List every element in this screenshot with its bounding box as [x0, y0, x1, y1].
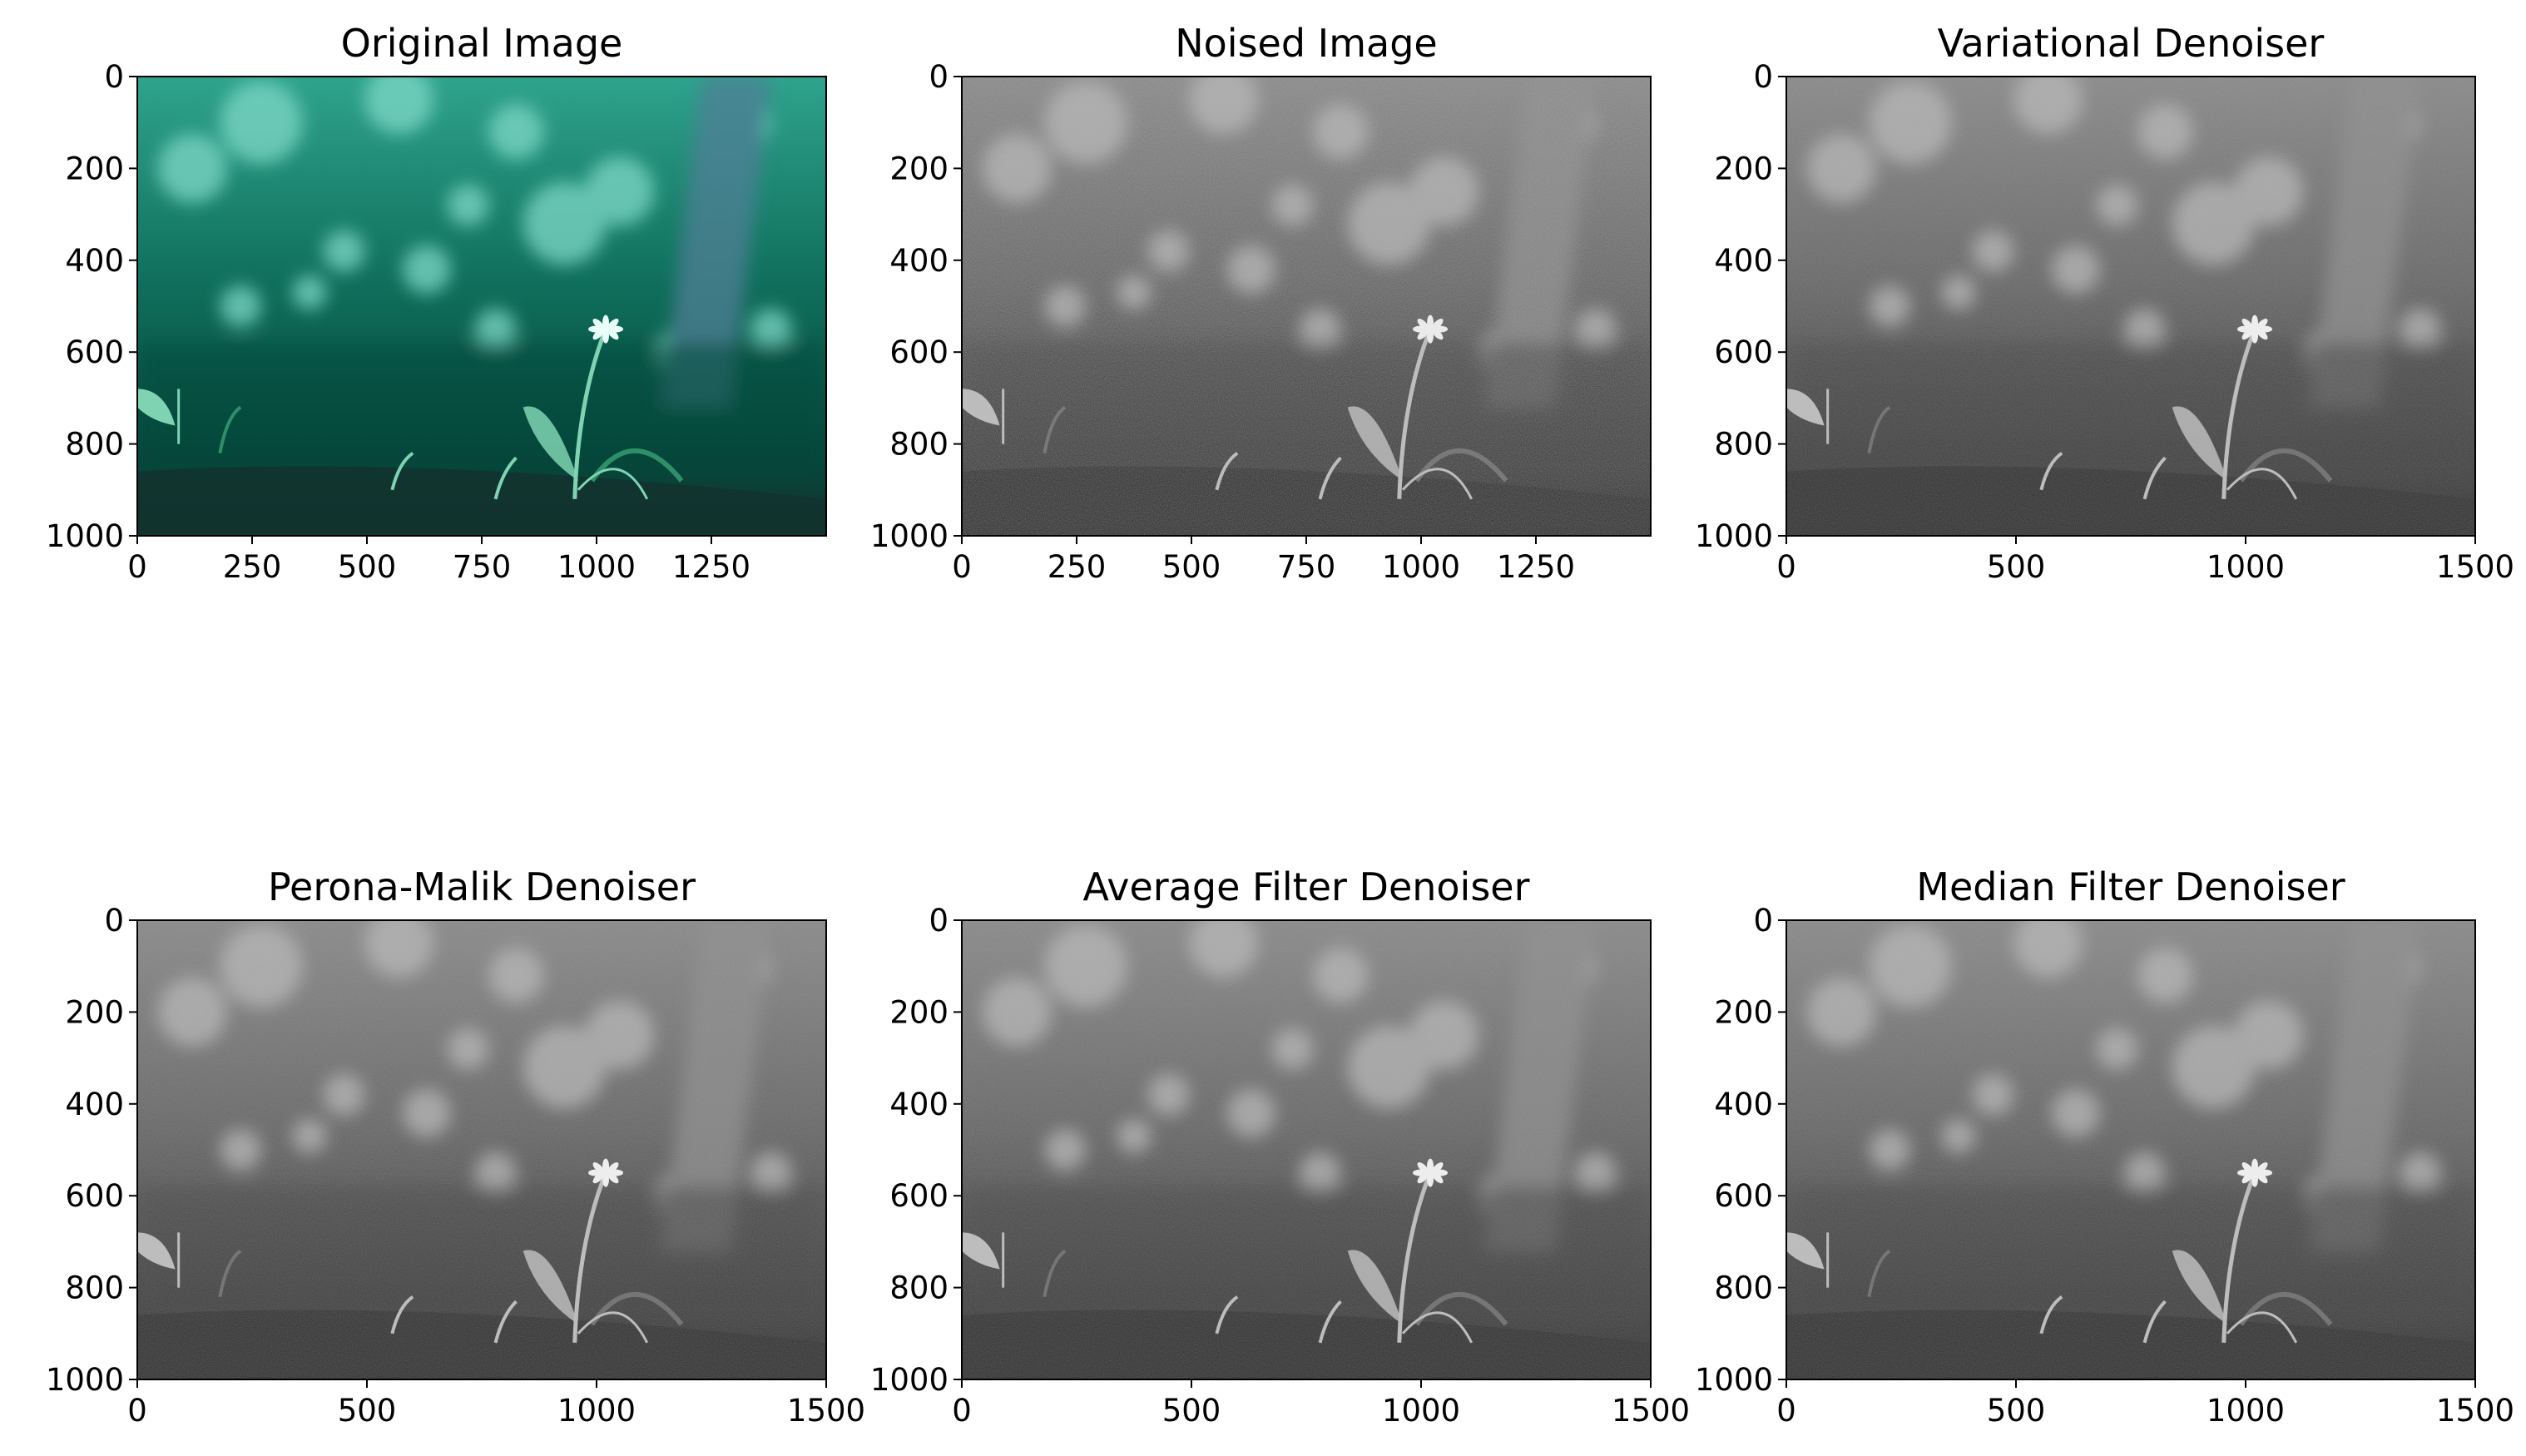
x-tick-label: 1500	[1612, 1393, 1690, 1429]
subplot-4: Perona-Malik Denoiser 0 500 1000 1500 0 200 400…	[46, 864, 865, 1429]
x-tick-label: 1500	[2436, 549, 2514, 585]
y-tick-label: 400	[1714, 1087, 1773, 1122]
image-content	[137, 920, 826, 1379]
y-tick-label: 200	[1714, 994, 1773, 1030]
image-content	[962, 77, 1651, 536]
x-tick-label: 0	[952, 549, 972, 585]
x-tick-label: 1500	[2436, 1393, 2514, 1429]
y-tick-label: 400	[65, 1087, 124, 1122]
axes-frame	[1786, 919, 2476, 1380]
y-tick-label: 400	[65, 243, 124, 279]
x-tick-label: 500	[1987, 549, 2046, 585]
y-tick-label: 0	[1753, 59, 1773, 95]
subplot-title: Variational Denoiser	[1938, 21, 2325, 66]
y-tick-label: 800	[1714, 1270, 1773, 1306]
y-tick-label: 1000	[870, 518, 948, 554]
subplot-title: Original Image	[341, 21, 623, 66]
image-content	[962, 920, 1651, 1379]
y-tick-label: 600	[65, 334, 124, 370]
x-tick-label: 1500	[787, 1393, 865, 1429]
x-tick-label: 0	[952, 1393, 972, 1429]
subplot-title: Median Filter Denoiser	[1916, 864, 2345, 909]
x-tick-label: 500	[338, 549, 397, 585]
y-tick-label: 0	[1753, 903, 1773, 938]
x-tick-label: 1000	[1382, 549, 1460, 585]
x-tick-label: 1250	[1497, 549, 1575, 585]
image-content	[137, 77, 826, 536]
y-tick-label: 200	[889, 994, 948, 1030]
axes-frame	[1786, 76, 2476, 537]
y-tick-label: 0	[104, 59, 124, 95]
y-tick-label: 800	[65, 427, 124, 463]
subplot-title: Noised Image	[1175, 21, 1438, 66]
x-tick-label: 0	[1776, 549, 1796, 585]
axes-frame	[961, 919, 1652, 1380]
y-tick-label: 1000	[870, 1362, 948, 1398]
y-tick-label: 600	[65, 1178, 124, 1214]
y-tick-label: 400	[889, 1087, 948, 1122]
x-tick-label: 250	[223, 549, 282, 585]
subplot-6: Median Filter Denoiser 0 500 1000 1500 0 200 40…	[1695, 864, 2514, 1429]
y-tick-label: 0	[104, 903, 124, 938]
x-tick-label: 1000	[557, 1393, 636, 1429]
image-content	[1786, 77, 2475, 536]
x-tick-label: 0	[127, 549, 147, 585]
y-tick-label: 800	[889, 427, 948, 463]
x-tick-label: 0	[1776, 1393, 1796, 1429]
x-tick-label: 500	[1162, 549, 1221, 585]
y-tick-label: 200	[1714, 151, 1773, 186]
x-tick-label: 250	[1048, 549, 1107, 585]
subplot-5: Average Filter Denoiser 0 500 1000 1500 0 200 4…	[870, 864, 1690, 1429]
x-tick-label: 1000	[2207, 549, 2285, 585]
subplot-title: Perona-Malik Denoiser	[268, 864, 696, 909]
x-tick-label: 1250	[672, 549, 750, 585]
x-tick-label: 750	[1277, 549, 1336, 585]
y-tick-label: 1000	[46, 1362, 124, 1398]
x-tick-label: 750	[453, 549, 512, 585]
subplot-1: Original Image 0 250 500 750 1000 1250 0 200 400 6…	[46, 21, 827, 585]
y-tick-label: 0	[929, 903, 948, 938]
x-tick-label: 1000	[2207, 1393, 2285, 1429]
x-tick-label: 500	[1162, 1393, 1221, 1429]
y-tick-label: 400	[1714, 243, 1773, 279]
y-tick-label: 0	[929, 59, 948, 95]
y-tick-label: 600	[1714, 334, 1773, 370]
subplot-title: Average Filter Denoiser	[1082, 864, 1529, 909]
x-tick-label: 1000	[557, 549, 636, 585]
image-content	[1786, 920, 2475, 1379]
y-tick-label: 200	[65, 994, 124, 1030]
x-tick-label: 500	[338, 1393, 397, 1429]
y-tick-label: 600	[1714, 1178, 1773, 1214]
subplot-2: Noised Image 0 250 500 750 1000 1250 0 200 400 600…	[870, 21, 1652, 585]
y-tick-label: 800	[889, 1270, 948, 1306]
axes-frame	[136, 919, 827, 1380]
y-tick-label: 200	[65, 151, 124, 186]
y-tick-label: 800	[65, 1270, 124, 1306]
y-tick-label: 600	[889, 1178, 948, 1214]
y-tick-label: 200	[889, 151, 948, 186]
y-tick-label: 1000	[1695, 518, 1773, 554]
x-tick-label: 1000	[1382, 1393, 1460, 1429]
y-tick-label: 600	[889, 334, 948, 370]
x-tick-label: 0	[127, 1393, 147, 1429]
subplot-3: Variational Denoiser 0 500 1000 1500 0 200 400 6…	[1695, 21, 2514, 585]
y-tick-label: 1000	[1695, 1362, 1773, 1398]
x-tick-label: 500	[1987, 1393, 2046, 1429]
y-tick-label: 800	[1714, 427, 1773, 463]
y-tick-label: 400	[889, 243, 948, 279]
y-tick-label: 1000	[46, 518, 124, 554]
